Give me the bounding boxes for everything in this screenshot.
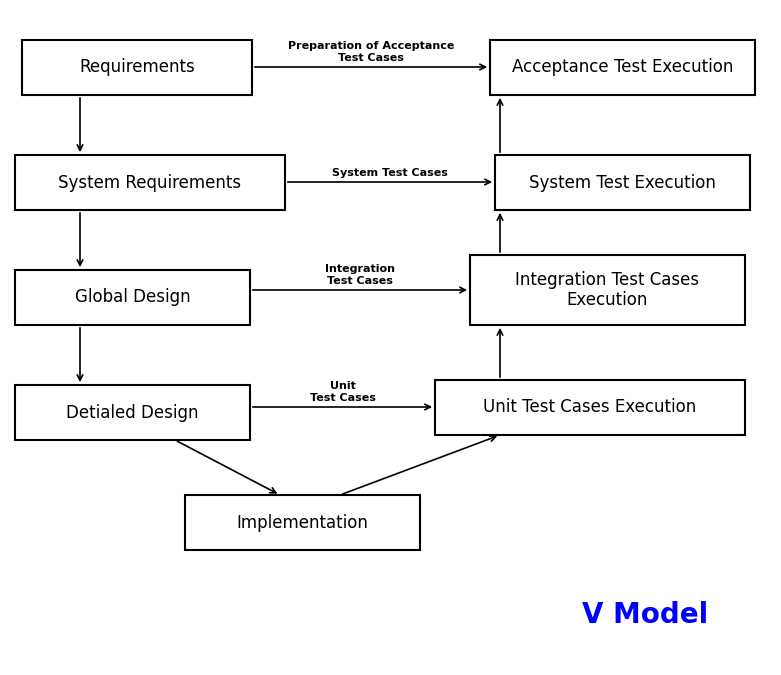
Text: Unit
Test Cases: Unit Test Cases [309, 381, 376, 403]
Text: Requirements: Requirements [79, 59, 195, 76]
Text: Unit Test Cases Execution: Unit Test Cases Execution [483, 398, 697, 416]
Bar [15, 385, 250, 440]
Text: Integration Test Cases
Execution: Integration Test Cases Execution [515, 271, 700, 309]
Bar [185, 495, 420, 550]
Text: Acceptance Test Execution: Acceptance Test Execution [512, 59, 733, 76]
Bar [490, 40, 755, 95]
Bar [15, 270, 250, 325]
Text: System Requirements: System Requirements [59, 173, 241, 192]
Text: Integration
Test Cases: Integration Test Cases [325, 265, 395, 286]
Text: Global Design: Global Design [75, 288, 191, 306]
Bar [435, 380, 745, 435]
Text: System Test Cases: System Test Cases [332, 168, 448, 178]
Text: System Test Execution: System Test Execution [529, 173, 716, 192]
Text: Preparation of Acceptance
Test Cases: Preparation of Acceptance Test Cases [288, 41, 455, 63]
Text: Implementation: Implementation [237, 514, 369, 531]
Text: V Model: V Model [582, 601, 708, 629]
Bar [15, 155, 285, 210]
Bar [470, 255, 745, 325]
Bar [22, 40, 252, 95]
Bar [495, 155, 750, 210]
Text: Detialed Design: Detialed Design [66, 404, 198, 421]
